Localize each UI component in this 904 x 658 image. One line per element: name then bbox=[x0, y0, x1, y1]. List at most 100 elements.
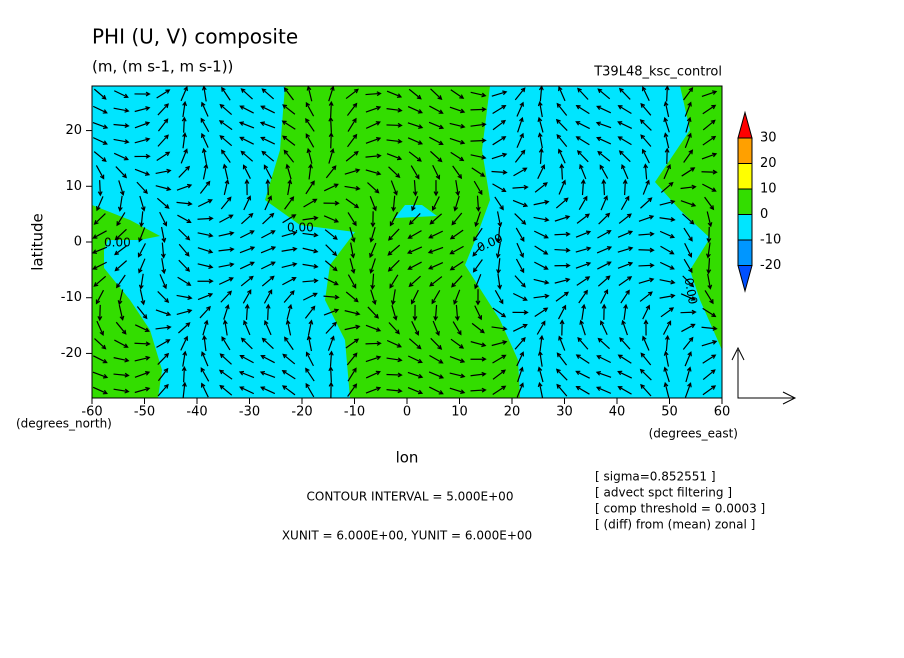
wind-vector bbox=[429, 355, 444, 364]
wind-vector bbox=[178, 259, 191, 272]
wind-vector bbox=[96, 196, 104, 212]
wind-vector bbox=[706, 226, 712, 244]
wind-vector bbox=[706, 211, 713, 228]
wind-vector bbox=[92, 105, 108, 114]
wind-vector bbox=[664, 147, 670, 164]
wind-vector bbox=[623, 303, 628, 320]
positive-region bbox=[655, 86, 722, 350]
wind-vector bbox=[475, 195, 481, 212]
wind-vector bbox=[430, 337, 443, 350]
wind-vector bbox=[347, 274, 357, 289]
wind-vector bbox=[219, 103, 233, 115]
wind-vector bbox=[538, 85, 544, 102]
wind-vector bbox=[281, 230, 298, 238]
wind-vector bbox=[663, 132, 670, 149]
wind-vector bbox=[202, 334, 207, 352]
wind-vector bbox=[365, 340, 382, 346]
wind-vector bbox=[176, 183, 193, 191]
x-tick-label: 60 bbox=[714, 405, 731, 420]
wind-vector bbox=[369, 227, 376, 243]
wind-vector bbox=[114, 339, 129, 348]
wind-vector bbox=[264, 319, 272, 336]
wind-vector bbox=[113, 388, 130, 394]
wind-vector bbox=[242, 289, 252, 304]
wind-vector bbox=[134, 341, 151, 347]
wind-vector bbox=[260, 136, 276, 145]
wind-vector bbox=[534, 245, 549, 255]
x-tick-label: -10 bbox=[344, 405, 365, 420]
wind-vector bbox=[347, 383, 358, 397]
colorbar-triangle bbox=[737, 265, 753, 293]
wind-vector bbox=[345, 291, 359, 303]
wind-vector bbox=[92, 371, 109, 379]
wind-vector bbox=[159, 274, 167, 290]
wind-vector bbox=[386, 388, 403, 394]
wind-vector bbox=[559, 163, 565, 180]
wind-vector bbox=[223, 179, 230, 196]
wind-vector bbox=[92, 137, 108, 145]
wind-vector bbox=[283, 290, 295, 303]
wind-vector bbox=[537, 116, 544, 133]
wind-vector bbox=[95, 289, 105, 305]
wind-vector bbox=[600, 289, 609, 304]
wind-vector bbox=[240, 88, 253, 100]
wind-vector bbox=[556, 383, 568, 397]
colorbar-label: -10 bbox=[760, 233, 781, 248]
wind-vector bbox=[113, 152, 129, 161]
wind-vector bbox=[492, 105, 507, 115]
colorbar-label: 30 bbox=[760, 131, 777, 146]
wind-vector bbox=[160, 226, 167, 243]
wind-vector bbox=[580, 178, 586, 196]
wind-vector bbox=[345, 198, 360, 209]
wind-vector bbox=[344, 324, 361, 331]
wind-vector bbox=[555, 118, 568, 132]
wind-vector bbox=[684, 382, 692, 398]
wind-vector bbox=[114, 228, 127, 241]
wind-vector bbox=[92, 230, 107, 239]
wind-vector bbox=[197, 216, 214, 221]
wind-vector bbox=[578, 289, 588, 304]
wind-vector bbox=[92, 261, 107, 270]
wind-vector bbox=[684, 132, 692, 149]
wind-vector bbox=[638, 231, 655, 237]
wind-vector bbox=[218, 369, 233, 380]
wind-vector bbox=[554, 263, 571, 268]
wind-vector bbox=[263, 289, 273, 304]
wind-vector bbox=[137, 243, 146, 258]
wind-vector bbox=[324, 229, 338, 240]
wind-vector bbox=[160, 242, 166, 259]
wind-vector bbox=[136, 306, 148, 320]
wind-vector bbox=[159, 211, 168, 227]
wind-vector bbox=[116, 274, 126, 289]
wind-vector bbox=[328, 366, 334, 383]
wind-vector bbox=[117, 289, 124, 306]
wind-vector bbox=[450, 338, 465, 349]
wind-vector bbox=[328, 148, 335, 164]
wind-vector bbox=[138, 273, 144, 290]
wind-vector bbox=[306, 147, 313, 164]
wind-vector bbox=[537, 366, 544, 383]
wind-vector bbox=[282, 135, 296, 146]
wind-vector bbox=[492, 119, 506, 131]
wind-vector bbox=[113, 138, 130, 144]
wind-vector bbox=[638, 262, 655, 268]
wind-vector bbox=[239, 136, 254, 145]
wind-vector bbox=[496, 211, 503, 228]
contour-label: 0.00 bbox=[287, 221, 314, 235]
wind-vector bbox=[328, 85, 335, 102]
wind-vector bbox=[472, 259, 483, 273]
wind-vector bbox=[659, 279, 676, 285]
wind-vector bbox=[218, 247, 235, 252]
wind-vector bbox=[197, 199, 213, 208]
wind-vector bbox=[284, 336, 294, 351]
wind-vector bbox=[638, 215, 655, 222]
wind-vector bbox=[663, 366, 670, 383]
wind-vector bbox=[93, 355, 108, 364]
wind-vector bbox=[451, 275, 463, 288]
wind-vector bbox=[370, 289, 377, 306]
wind-vector bbox=[516, 382, 524, 398]
wind-vector bbox=[575, 136, 590, 146]
wind-vector bbox=[534, 307, 549, 318]
wind-vector bbox=[391, 195, 397, 212]
wind-vector bbox=[513, 167, 528, 177]
